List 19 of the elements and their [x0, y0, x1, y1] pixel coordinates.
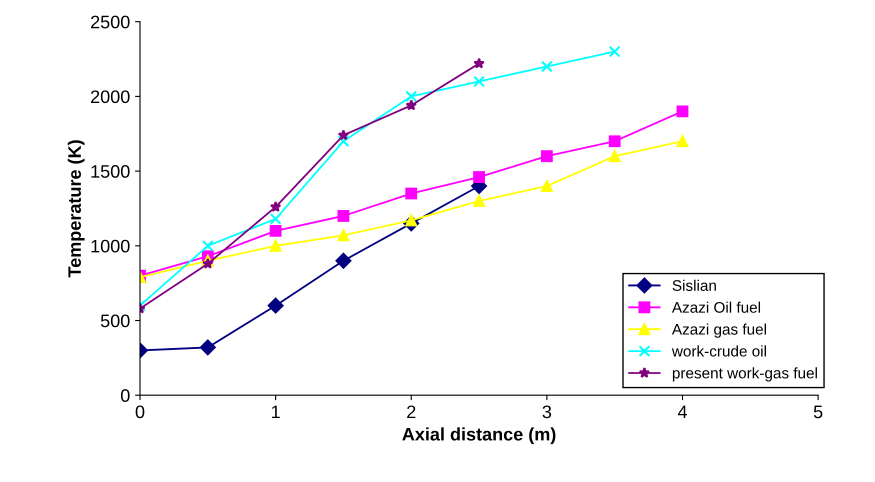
y-tick-label: 0: [120, 389, 130, 402]
y-tick-label: 500: [100, 314, 130, 328]
y-tick-label: 1000: [91, 240, 130, 253]
y-tick-label: 2500: [91, 16, 130, 28]
x-tick-label: 2: [407, 405, 416, 418]
x-tick-label: 3: [542, 405, 552, 418]
x-axis-title: Axial distance (m): [402, 427, 556, 444]
y-tick-label: 2000: [91, 90, 130, 104]
x-tick-label: 5: [814, 406, 822, 418]
x-tick-label: 4: [678, 406, 687, 418]
legend-label: present work-gas fuel: [672, 367, 817, 382]
legend-label: work-crude oil: [672, 345, 766, 357]
x-tick-label: 0: [136, 405, 144, 418]
legend-label: Azazi gas fuel: [672, 323, 766, 338]
legend-label: Sislian: [672, 280, 716, 291]
legend-label: Azazi Oil fuel: [672, 302, 760, 313]
x-tick-label: 1: [272, 406, 280, 418]
y-tick-label: 1500: [91, 165, 130, 178]
y-axis-title: Temperature (K): [68, 140, 85, 278]
